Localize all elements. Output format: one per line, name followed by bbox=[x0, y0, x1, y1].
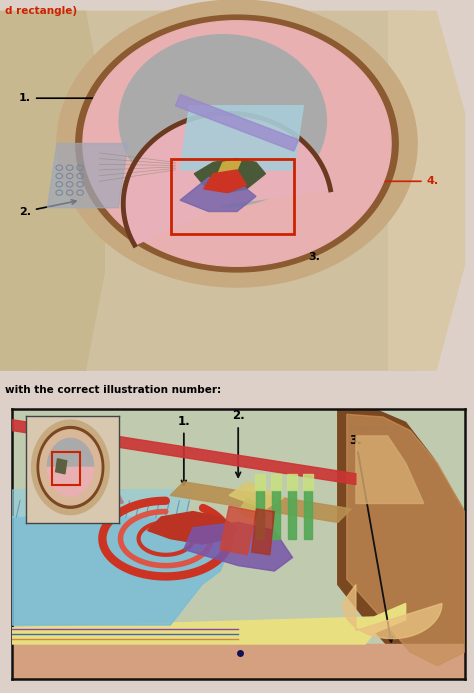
Polygon shape bbox=[347, 414, 465, 665]
Polygon shape bbox=[194, 159, 265, 193]
Text: 3.: 3. bbox=[251, 221, 320, 262]
Polygon shape bbox=[180, 106, 303, 170]
Polygon shape bbox=[83, 21, 391, 266]
Polygon shape bbox=[12, 644, 465, 679]
Polygon shape bbox=[175, 94, 299, 151]
Polygon shape bbox=[12, 604, 406, 644]
Polygon shape bbox=[229, 482, 283, 509]
Bar bbox=[52, 453, 80, 484]
Polygon shape bbox=[37, 427, 104, 508]
Polygon shape bbox=[338, 409, 465, 679]
Polygon shape bbox=[123, 114, 330, 245]
Text: with the correct illustration number:: with the correct illustration number: bbox=[5, 385, 221, 395]
Polygon shape bbox=[47, 143, 128, 208]
Text: d rectangle): d rectangle) bbox=[5, 6, 77, 16]
Text: 2.: 2. bbox=[232, 410, 245, 477]
Text: T.Alegre M.D. ©: T.Alegre M.D. © bbox=[202, 24, 253, 30]
Polygon shape bbox=[389, 11, 465, 370]
Polygon shape bbox=[287, 474, 297, 490]
Polygon shape bbox=[220, 506, 256, 555]
Text: 1.: 1. bbox=[177, 415, 190, 485]
Polygon shape bbox=[303, 474, 313, 490]
Text: 3.: 3. bbox=[349, 434, 393, 642]
Text: T.Alegre M.D. ©: T.Alegre M.D. © bbox=[349, 425, 399, 431]
Polygon shape bbox=[147, 511, 238, 544]
Polygon shape bbox=[184, 523, 292, 571]
Polygon shape bbox=[12, 517, 229, 625]
Ellipse shape bbox=[118, 34, 327, 208]
Polygon shape bbox=[356, 436, 424, 503]
Polygon shape bbox=[12, 490, 193, 517]
Text: 4.: 4. bbox=[303, 176, 439, 186]
Text: 5.: 5. bbox=[275, 120, 372, 141]
Polygon shape bbox=[218, 159, 242, 174]
Polygon shape bbox=[76, 15, 398, 272]
Polygon shape bbox=[40, 430, 101, 505]
Polygon shape bbox=[252, 509, 274, 555]
Polygon shape bbox=[57, 0, 417, 287]
Polygon shape bbox=[32, 420, 109, 515]
Polygon shape bbox=[288, 490, 296, 538]
Polygon shape bbox=[256, 490, 264, 538]
Polygon shape bbox=[55, 459, 67, 474]
Polygon shape bbox=[271, 474, 281, 490]
Polygon shape bbox=[204, 170, 246, 193]
Polygon shape bbox=[47, 439, 93, 467]
Text: 2.: 2. bbox=[19, 200, 76, 216]
Polygon shape bbox=[304, 490, 312, 538]
Polygon shape bbox=[180, 177, 256, 211]
Polygon shape bbox=[238, 498, 270, 523]
Polygon shape bbox=[170, 482, 351, 523]
Polygon shape bbox=[0, 11, 104, 370]
Polygon shape bbox=[47, 467, 93, 496]
Bar bbox=[171, 159, 294, 234]
Polygon shape bbox=[255, 474, 265, 490]
Text: 1.: 1. bbox=[19, 93, 100, 103]
Polygon shape bbox=[342, 585, 442, 638]
Polygon shape bbox=[38, 11, 436, 370]
Polygon shape bbox=[272, 490, 280, 538]
Polygon shape bbox=[12, 420, 356, 484]
